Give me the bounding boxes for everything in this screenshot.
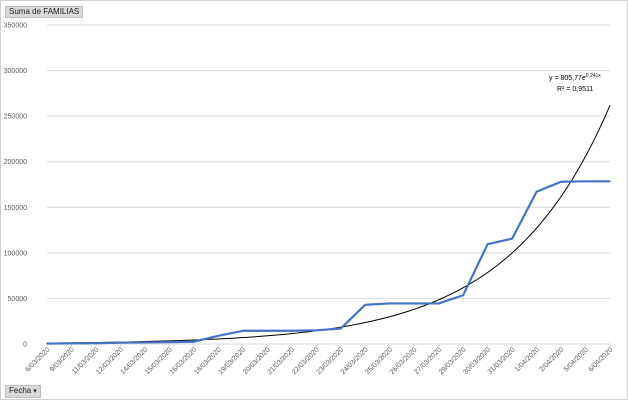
data-point [413, 302, 415, 305]
values-field-button[interactable]: Suma de FAMILIAS [5, 6, 84, 18]
y-tick-label: 150000 [4, 205, 27, 212]
series-line [46, 180, 610, 345]
data-point [364, 304, 367, 306]
data-point [486, 243, 489, 245]
data-point [70, 342, 73, 345]
data-point [560, 180, 562, 183]
y-tick-label: 0 [23, 342, 27, 349]
x-tick-label: 1/04/2020 [514, 346, 541, 373]
data-point [535, 190, 538, 193]
exponential-trendline [46, 105, 611, 344]
y-tick-label: 50000 [8, 296, 28, 303]
equation-base: y = 805,77e [549, 75, 586, 82]
data-point [462, 294, 464, 297]
x-tick-label: 2/04/2020 [538, 346, 565, 373]
data-point [609, 180, 611, 183]
data-point [290, 329, 293, 332]
data-point [315, 329, 318, 332]
y-tick-label: 100000 [4, 250, 27, 257]
series [46, 180, 611, 345]
data-point [168, 341, 171, 343]
x-tick-label: 6/04/2020 [587, 346, 614, 373]
y-tick-label: 250000 [4, 114, 27, 121]
trendline [46, 105, 611, 344]
data-point [242, 329, 244, 332]
data-point [339, 327, 342, 330]
y-tick-label: 300000 [4, 68, 27, 75]
y-tick-label: 200000 [4, 159, 27, 166]
dropdown-arrow-icon: ▾ [33, 388, 37, 395]
y-axis-ticks: 0 50000 100000 150000 200000 250000 300000 3500… [4, 23, 27, 349]
data-point [193, 340, 195, 343]
x-tick-label: 5/04/2020 [563, 346, 590, 373]
axis-field-button[interactable]: Fecha ▾ [5, 385, 41, 398]
equation-exponent: 0,241x [586, 73, 602, 79]
gridlines [47, 24, 610, 345]
x-axis-ticks: 6/03/20209/03/202011/03/202012/03/202014… [24, 344, 614, 376]
trendline-equation-text: y = 805,77e0,241x [549, 73, 601, 82]
data-point [217, 335, 220, 337]
x-tick-label: 6/03/2020 [24, 346, 51, 373]
y-tick-label: 350000 [4, 23, 27, 30]
data-point [584, 180, 587, 183]
data-point [388, 302, 391, 305]
data-point [46, 342, 48, 345]
data-point [437, 302, 440, 305]
data-point [511, 237, 513, 240]
trendline-equation: y = 805,77e0,241x R² = 0,9511 [549, 73, 601, 93]
trendline-r2-text: R² = 0,9511 [557, 86, 593, 93]
data-point [266, 329, 269, 332]
data-point [119, 341, 122, 344]
axis-field-label: Fecha [9, 386, 32, 395]
data-point [144, 341, 146, 344]
data-point [95, 342, 97, 345]
